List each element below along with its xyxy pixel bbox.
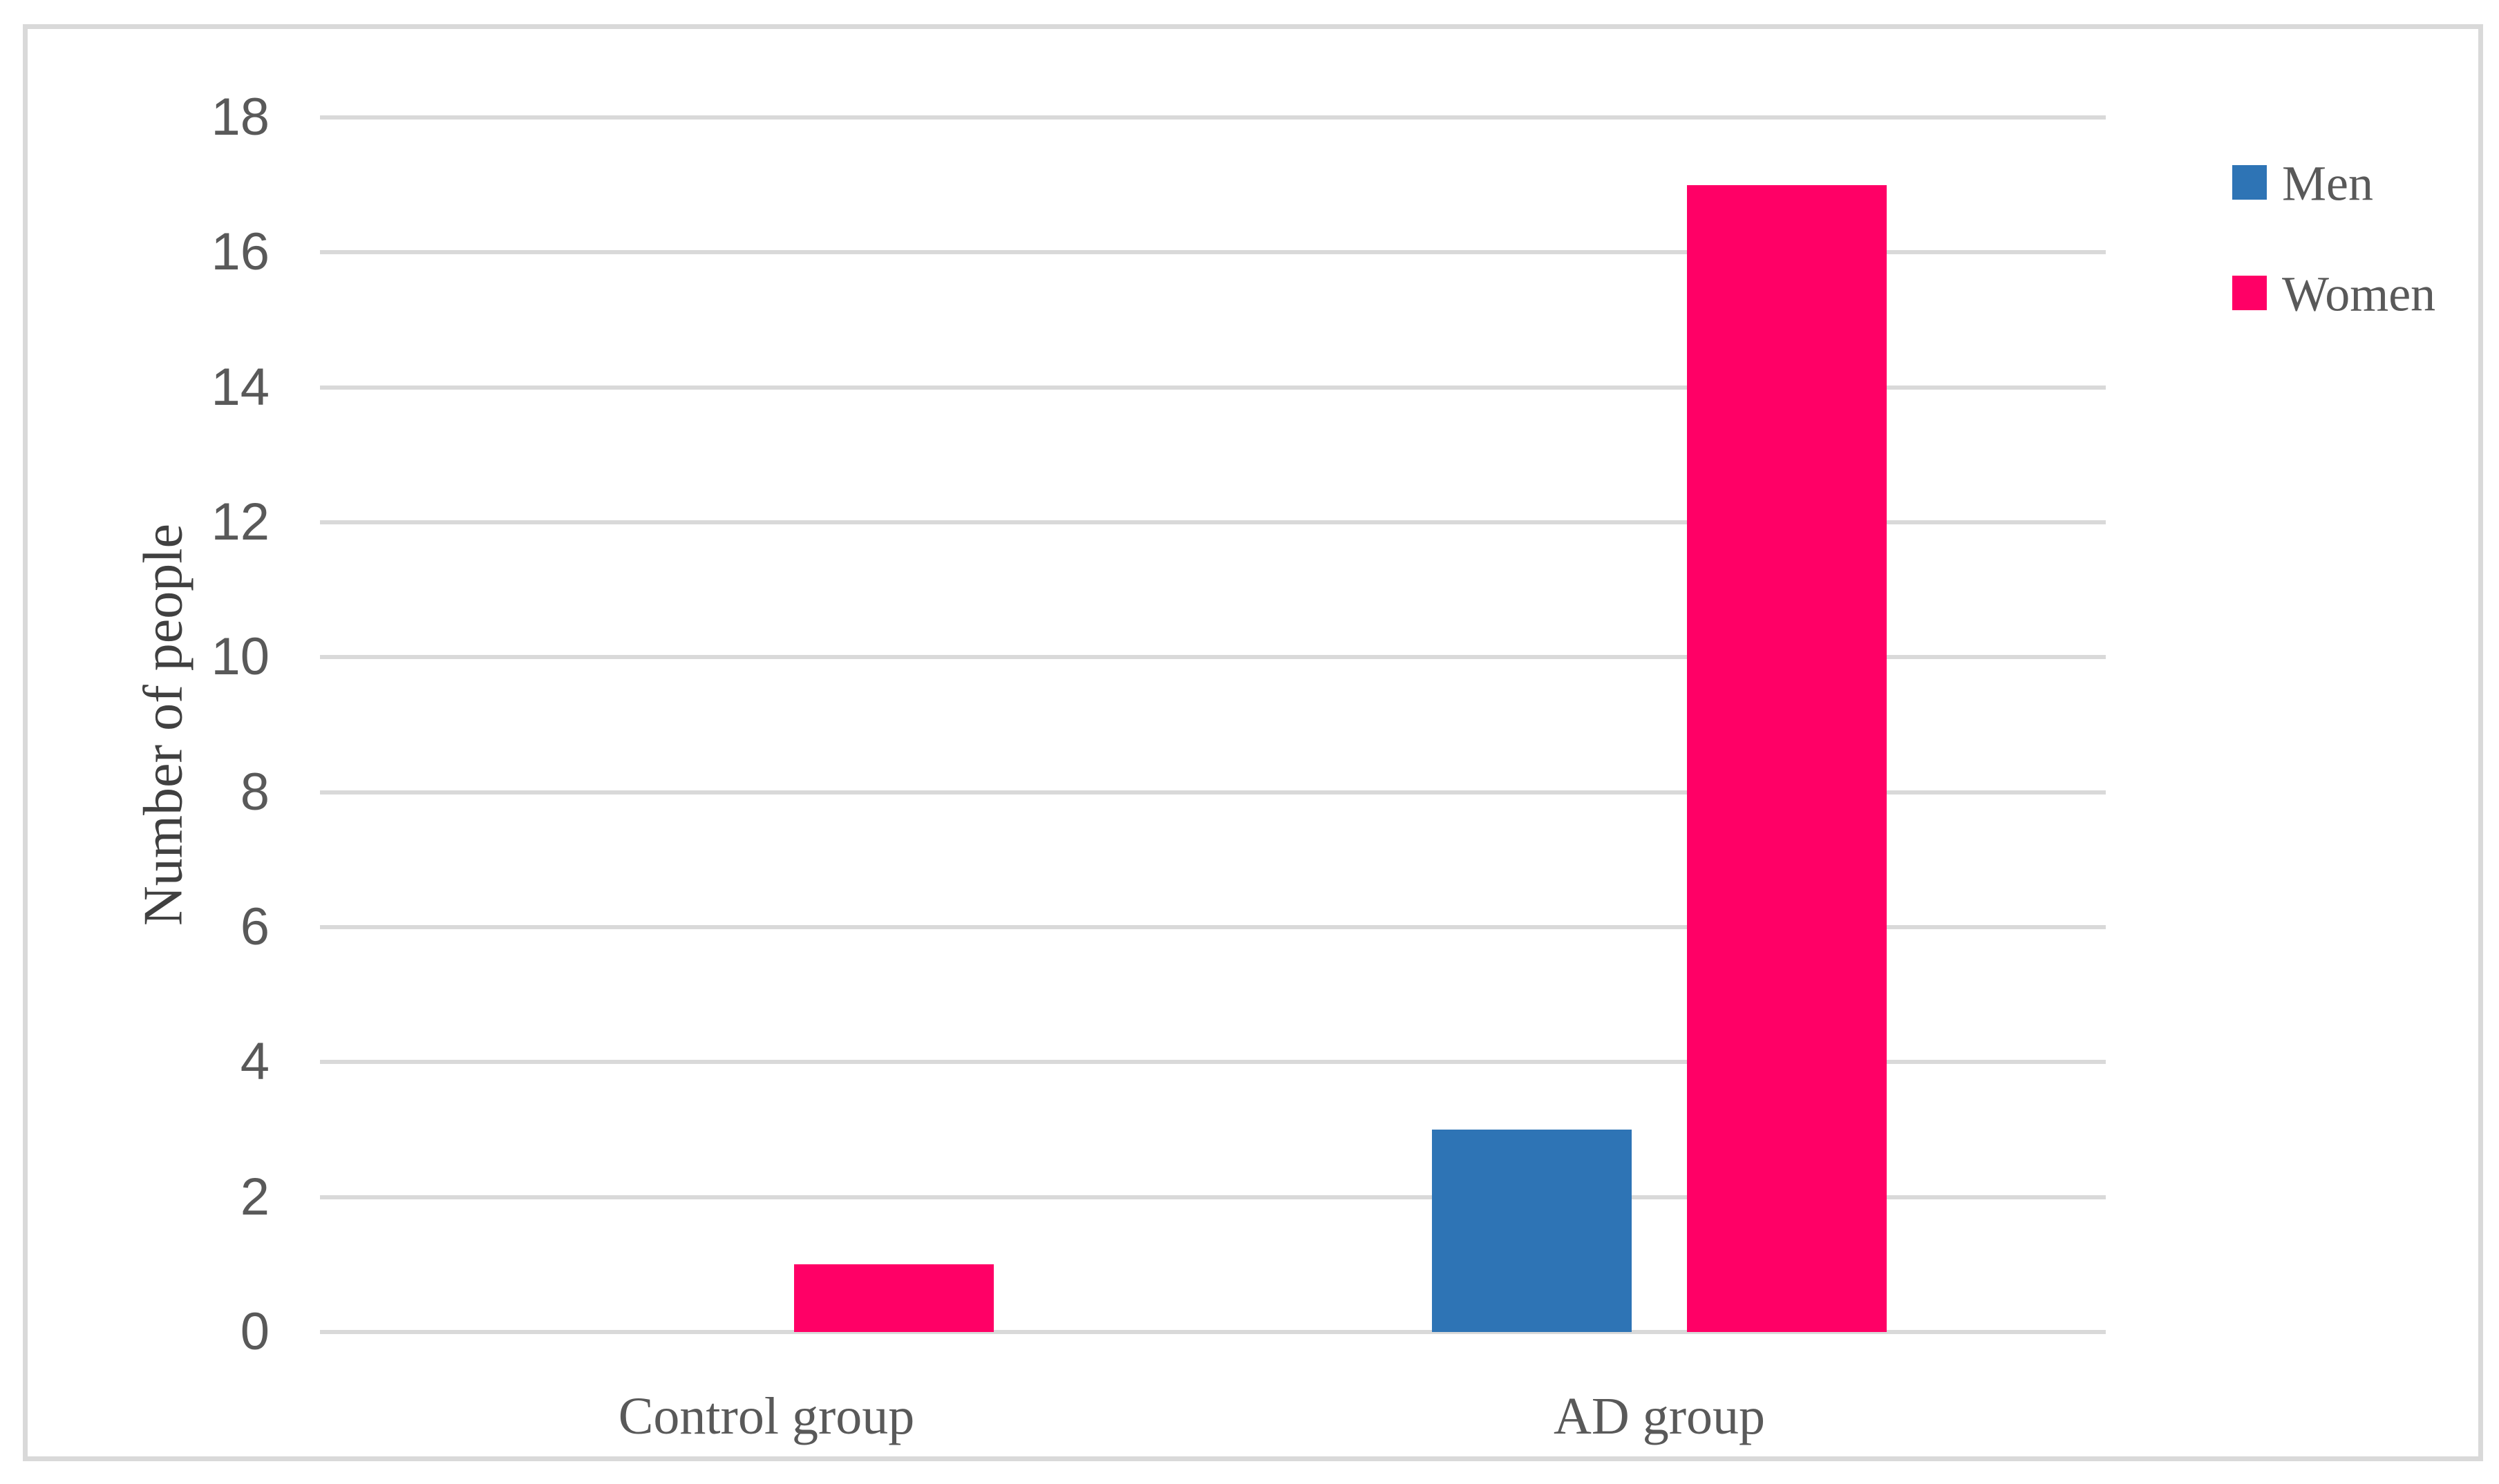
y-tick-label-18: 18 [211, 88, 270, 146]
x-axis-label-control-group: Control group [618, 1387, 915, 1445]
y-axis-title: Number of people [133, 523, 194, 926]
legend-swatch-women [2232, 276, 2267, 310]
gridline-y-6 [320, 925, 2106, 929]
gridline-y-8 [320, 790, 2106, 795]
gridline-y-4 [320, 1060, 2106, 1065]
bar-women-control-group [794, 1264, 994, 1332]
x-axis-label-ad-group: AD group [1553, 1387, 1766, 1445]
gridline-y-2 [320, 1195, 2106, 1199]
y-tick-label-10: 10 [211, 627, 270, 687]
y-tick-label-6: 6 [240, 897, 270, 956]
chart-frame: Number of people 0 2 4 6 8 10 12 14 16 18 Control… [23, 24, 2483, 1461]
y-tick-label-0: 0 [240, 1302, 270, 1361]
plot-area [320, 115, 2106, 1334]
x-axis-baseline [320, 1330, 2106, 1334]
y-tick-label-8: 8 [240, 762, 270, 821]
gridline-y-10 [320, 655, 2106, 660]
gridline-y-16 [320, 250, 2106, 255]
y-tick-label-16: 16 [211, 222, 270, 282]
bar-women-ad-group [1687, 184, 1887, 1332]
legend-label-women: Women [2282, 266, 2436, 322]
gridline-y-18 [320, 115, 2106, 120]
y-tick-label-4: 4 [240, 1032, 270, 1092]
y-tick-label-12: 12 [211, 493, 270, 551]
bar-men-ad-group [1432, 1130, 1632, 1332]
gridline-y-14 [320, 385, 2106, 390]
y-tick-label-2: 2 [240, 1167, 270, 1226]
y-tick-label-14: 14 [211, 357, 270, 417]
legend-swatch-men [2232, 165, 2267, 200]
legend-label-men: Men [2282, 155, 2373, 211]
gridline-y-12 [320, 520, 2106, 524]
